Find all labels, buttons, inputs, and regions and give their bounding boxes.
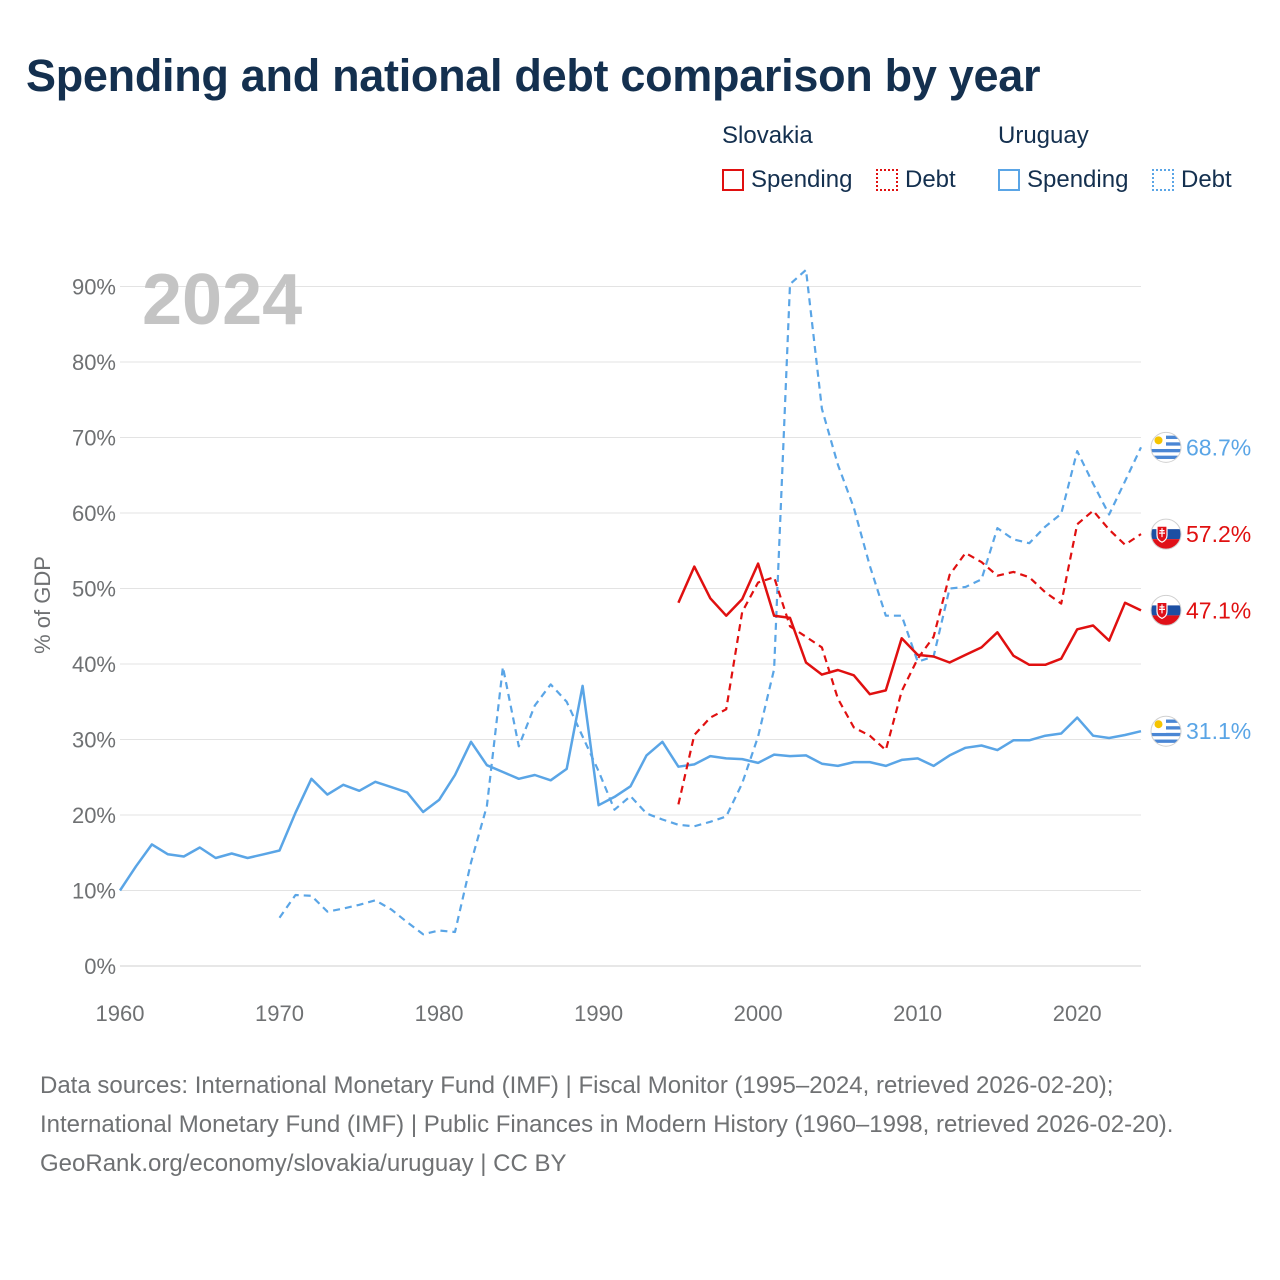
legend-swatch-solid [722,169,744,191]
y-axis-title: % of GDP [30,556,55,654]
legend-swatch-dotted [876,169,898,191]
end-value-label: 57.2% [1186,521,1251,547]
legend-label: Spending [751,166,853,193]
x-tick-label: 2020 [1053,1001,1102,1026]
x-tick-label: 2010 [893,1001,942,1026]
y-tick-label: 10% [72,879,116,904]
y-tick-label: 0% [84,954,116,979]
legend-country-slovakia: Slovakia [722,122,813,149]
footer: Data sources: International Monetary Fun… [40,1066,1240,1183]
x-tick-label: 1960 [96,1001,145,1026]
x-tick-label: 1980 [415,1001,464,1026]
x-tick-label: 1990 [574,1001,623,1026]
slovakia-flag-icon [1150,594,1182,626]
legend-label: Spending [1027,166,1129,193]
series-line-slovakia-debt [677,509,1142,805]
legend-item-slovakia-debt[interactable]: Debt [876,166,956,194]
series-line-slovakia-spending [677,562,1142,696]
legend-label: Debt [1181,166,1232,193]
x-tick-label: 2000 [734,1001,783,1026]
legend-country-uruguay: Uruguay [998,122,1089,149]
end-value-label: 31.1% [1186,718,1251,744]
x-tick-label: 1970 [255,1001,304,1026]
legend-swatch-solid [998,169,1020,191]
y-tick-label: 80% [72,350,116,375]
y-tick-label: 30% [72,728,116,753]
legend-item-uruguay-debt[interactable]: Debt [1152,166,1232,194]
uruguay-flag-icon [1150,431,1182,463]
data-sources: Data sources: International Monetary Fun… [40,1072,1174,1138]
legend-item-slovakia-spending[interactable]: Spending [722,166,852,194]
y-tick-label: 50% [72,577,116,602]
legend-item-uruguay-spending[interactable]: Spending [998,166,1128,194]
y-tick-label: 20% [72,803,116,828]
legend-swatch-dotted [1152,169,1174,191]
legend-label: Debt [905,166,956,193]
y-tick-label: 70% [72,426,116,451]
series-line-uruguay-spending [118,684,1142,892]
chart-title: Spending and national debt comparison by… [26,50,1041,101]
slovakia-flag-icon [1150,518,1182,550]
year-watermark: 2024 [142,260,302,340]
series-line-uruguay-debt [278,268,1142,936]
line-chart: 0% 10% 20% 30% 40% 50% 60% 70% 80% 90% 1960 1970 198… [30,260,1251,1026]
y-tick-label: 90% [72,275,116,300]
y-tick-label: 40% [72,652,116,677]
uruguay-flag-icon [1150,715,1182,747]
credit-link[interactable]: GeoRank.org/economy/slovakia/uruguay | C… [40,1150,567,1177]
end-value-label: 47.1% [1186,597,1251,623]
end-value-label: 68.7% [1186,434,1251,460]
y-tick-label: 60% [72,501,116,526]
